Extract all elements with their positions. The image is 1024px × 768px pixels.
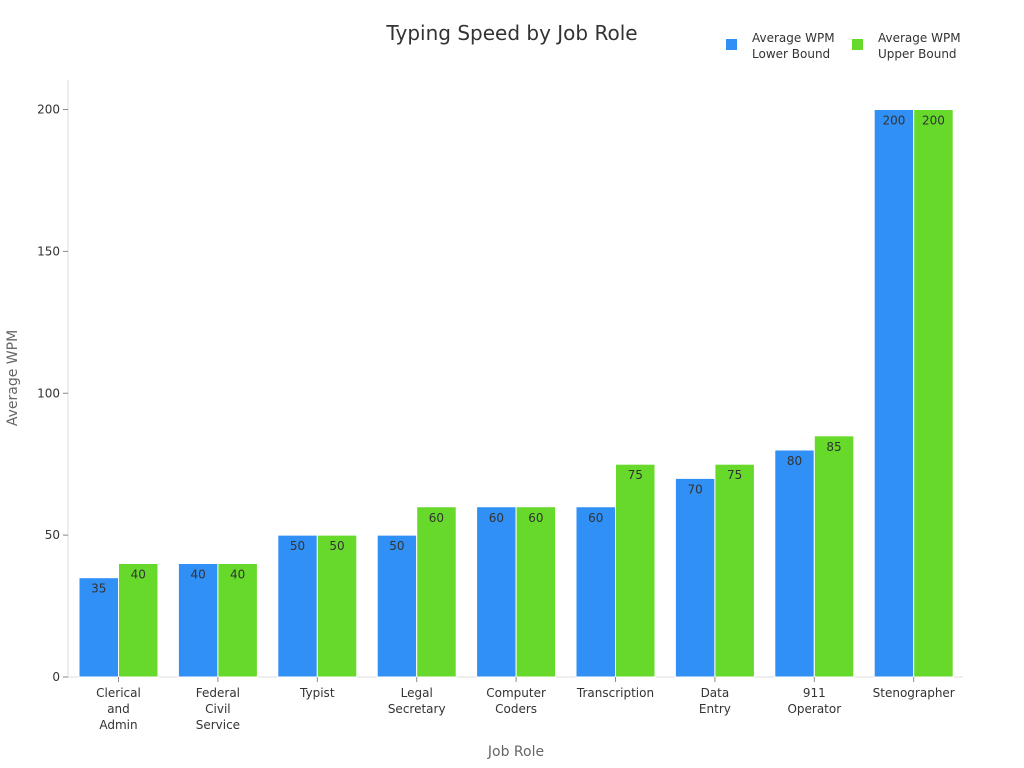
category-labels: Clerical and Admin Federal Civil Service Typis… — [96, 677, 955, 732]
data-label: 75 — [727, 468, 742, 482]
bar-upper-1 — [217, 563, 258, 678]
data-label: 40 — [191, 568, 206, 582]
bar-upper-3 — [416, 506, 457, 678]
legend-label: Average WPM Lower Bound — [752, 31, 835, 61]
data-label: 40 — [230, 568, 245, 582]
bar-lower-8 — [873, 109, 915, 678]
y-tick-label: 0 — [52, 670, 60, 684]
data-label: 40 — [131, 568, 146, 582]
data-label: 60 — [489, 511, 504, 525]
data-label: 70 — [688, 482, 703, 496]
y-axis-label: Average WPM — [5, 330, 21, 426]
bar-lower-7 — [774, 449, 815, 678]
x-axis-label: Job Role — [487, 744, 544, 760]
bar-upper-2 — [316, 534, 358, 678]
bar-upper-4 — [515, 506, 557, 678]
bar-lower-0 — [78, 577, 119, 678]
data-label: 60 — [528, 511, 543, 525]
category-label: Clerical and Admin — [96, 686, 141, 732]
category-label: Computer Coders — [486, 686, 546, 716]
bar-lower-1 — [177, 563, 219, 678]
data-label: 80 — [787, 454, 802, 468]
bar-lower-2 — [277, 534, 318, 678]
data-label: 60 — [429, 511, 444, 525]
y-tick-label: 50 — [45, 528, 60, 542]
bar-lower-4 — [476, 506, 517, 678]
category-label: Federal Civil Service — [196, 686, 240, 732]
category-label: Stenographer — [873, 686, 955, 700]
legend-label: Average WPM Upper Bound — [878, 31, 961, 61]
category-label: 911 Operator — [787, 686, 841, 716]
bar-upper-7 — [813, 435, 855, 678]
y-tick-label: 100 — [37, 386, 60, 400]
bar-upper-5 — [615, 463, 656, 678]
legend-swatch — [852, 39, 863, 50]
legend: Average WPM Lower Bound Average WPM Upper B… — [726, 31, 961, 61]
bars — [78, 109, 954, 678]
data-labels: 35 40 40 40 50 50 50 60 60 60 60 75 70 75 80 85 200 200 — [91, 114, 945, 596]
bar-lower-3 — [376, 534, 418, 678]
data-label: 35 — [91, 582, 106, 596]
data-label: 50 — [290, 539, 305, 553]
category-label: Legal Secretary — [388, 686, 446, 716]
data-label: 50 — [389, 539, 404, 553]
data-label: 200 — [882, 114, 905, 128]
data-label: 200 — [922, 114, 945, 128]
data-label: 60 — [588, 511, 603, 525]
legend-swatch — [726, 39, 737, 50]
y-ticks: 0 50 100 150 200 — [37, 103, 68, 684]
bar-upper-6 — [714, 463, 755, 678]
y-tick-label: 150 — [37, 244, 60, 258]
chart-title: Typing Speed by Job Role — [385, 21, 637, 45]
category-label: Transcription — [576, 686, 654, 700]
data-label: 75 — [628, 468, 643, 482]
bar-lower-5 — [575, 506, 616, 678]
bar-upper-8 — [913, 109, 954, 678]
y-tick-label: 200 — [37, 103, 60, 117]
category-label: Data Entry — [699, 686, 731, 716]
category-label: Typist — [299, 686, 335, 700]
bar-lower-6 — [674, 477, 716, 678]
data-label: 85 — [826, 440, 841, 454]
bar-upper-0 — [118, 563, 159, 678]
data-label: 50 — [329, 539, 344, 553]
